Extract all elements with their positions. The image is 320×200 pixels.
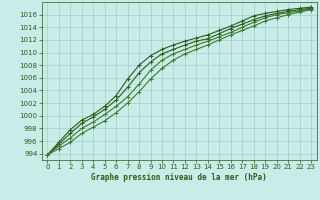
X-axis label: Graphe pression niveau de la mer (hPa): Graphe pression niveau de la mer (hPa) — [91, 173, 267, 182]
